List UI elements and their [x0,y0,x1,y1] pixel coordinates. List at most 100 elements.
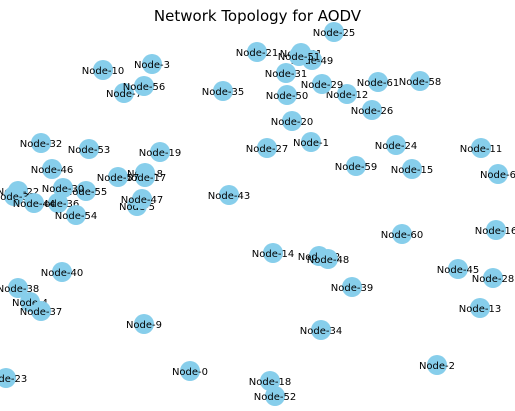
node-dot [368,72,388,92]
graph-node: Node-1 [293,132,329,152]
graph-node: Node-15 [391,159,433,179]
graph-node: Node-33 [0,186,35,206]
node-label: Node-20 [271,117,313,128]
graph-node: Node-58 [399,71,441,91]
node-label: Node-4 [12,298,48,309]
node-dot [180,361,200,381]
graph-node: Node-59 [335,156,377,176]
node-dot [24,193,44,213]
node-dot [362,100,382,120]
node-label: Node-18 [249,377,291,388]
node-label: Node-0 [172,367,208,378]
node-dot [108,167,128,187]
node-dot [219,185,239,205]
node-dot [410,71,430,91]
node-label: Node-34 [300,326,342,337]
node-dot [427,355,447,375]
node-dot [324,22,344,42]
node-label: Node-13 [459,304,501,315]
graph-node: Node-12 [326,84,368,104]
graph-node: Node-20 [271,111,313,131]
graph-node: Node-55 [65,181,107,201]
node-dot [66,205,86,225]
node-label: Node-29 [301,80,343,91]
graph-node: Node-38 [0,278,39,298]
node-label: Node-23 [0,374,27,385]
graph-node: Node-56 [123,76,165,96]
graph-node: Node-25 [313,22,355,42]
graph-node: Node-0 [172,361,208,381]
node-dot [8,278,28,298]
graph-node: Node-47 [121,189,163,209]
node-label: Node-61 [357,78,399,89]
node-dot [312,74,332,94]
graph-node: Node-52 [254,386,296,406]
graph-node: Node-45 [437,259,479,279]
node-dot [134,314,154,334]
node-dot [386,135,406,155]
graph-node: Node-60 [381,224,423,244]
node-dot [276,63,296,83]
node-dot [318,249,338,269]
graph-node: Node-51 [278,46,320,66]
node-dot [257,138,277,158]
graph-node: Node-9 [126,314,162,334]
node-label: Node-7 [106,89,142,100]
node-label: Node-60 [381,230,423,241]
node-label: Node-58 [399,77,441,88]
node-label: Node-2 [419,361,455,372]
diagram-title: Network Topology for AODV [153,7,362,25]
node-dot [52,262,72,282]
graph-node: Node-24 [375,135,417,155]
node-label: Node-49 [291,56,333,67]
node-dot [301,132,321,152]
node-label: Node-37 [20,307,62,318]
node-dot [142,54,162,74]
node-label: Node-21 [236,48,278,59]
node-label: Node-38 [0,284,39,295]
node-label: Node-11 [460,144,502,155]
node-label: Node-40 [41,268,83,279]
node-dot [265,386,285,406]
node-label: Node-15 [391,165,433,176]
node-dot [135,167,155,187]
graph-node: Node-3 [134,54,170,74]
node-dot [4,186,24,206]
node-label: Node-33 [0,192,35,203]
node-dot [311,320,331,340]
graph-node: Node-54 [55,205,97,225]
graph-node: Node-30 [42,178,84,198]
graph-node: Node-53 [68,139,110,159]
node-dot [337,84,357,104]
node-label: Node-51 [278,52,320,63]
graph-node: Node-2 [419,355,455,375]
node-dot [31,301,51,321]
node-dot [486,220,506,240]
node-label: Node-30 [42,184,84,195]
node-label: Node-52 [254,392,296,403]
node-label: Node-27 [246,144,288,155]
node-label: Node-10 [82,66,124,77]
graph-node: Node-11 [460,138,502,158]
node-label: Node-44 [13,199,55,210]
node-label: Node-1 [293,138,329,149]
node-dot [392,224,412,244]
node-dot [150,142,170,162]
node-label: Node-47 [121,195,163,206]
graph-node: Node-29 [301,74,343,94]
node-dot [470,298,490,318]
graph-node: Node-6 [480,164,515,184]
node-dot [53,178,73,198]
node-label: Node-55 [65,187,107,198]
node-dot [0,368,16,388]
node-label: Node-17 [124,173,166,184]
graph-node: Node-21 [236,42,278,62]
node-dot [31,133,51,153]
node-dot [483,268,503,288]
graph-node: Node-10 [82,60,124,80]
graph-node: Node-34 [300,320,342,340]
node-dot [346,156,366,176]
node-label: Node-39 [331,283,373,294]
node-dot [471,138,491,158]
